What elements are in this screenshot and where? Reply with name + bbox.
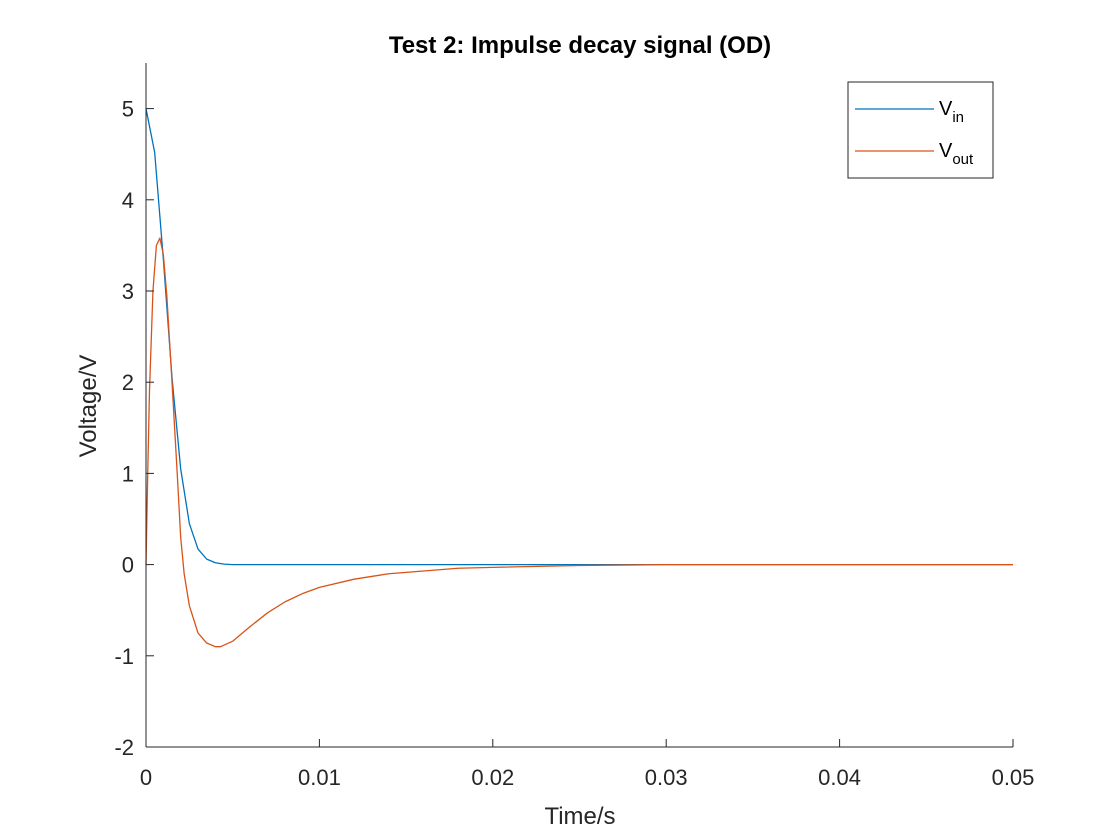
x-tick-label: 0.03 (645, 765, 688, 790)
y-tick-label: 0 (122, 553, 134, 578)
x-tick-label: 0.01 (298, 765, 341, 790)
legend-box (847, 81, 994, 179)
y-tick-label: 5 (122, 97, 134, 122)
axes-layer (145, 63, 1013, 748)
plot-area: 0 0.01 0.02 0.03 0.04 0.05 -2 -1 0 1 2 3 4 5 (114, 63, 1034, 790)
chart-title: Test 2: Impulse decay signal (OD) (389, 32, 771, 59)
y-tick-label: -1 (114, 644, 134, 669)
x-tick-label: 0.02 (471, 765, 514, 790)
ticks-layer: 0 0.01 0.02 0.03 0.04 0.05 -2 -1 0 1 2 3 4 5 (114, 97, 1034, 790)
y-tick-label: 1 (122, 461, 134, 486)
y-tick-label: 2 (122, 370, 134, 395)
y-tick-label: 4 (122, 188, 134, 213)
x-axis-label: Time/s (544, 803, 615, 830)
x-tick-label: 0.05 (992, 765, 1035, 790)
legend: Vin Vout (847, 81, 994, 179)
legend-entry-vin: Vin (855, 98, 964, 126)
legend-label-vin-main: V (939, 98, 953, 120)
y-axis-label: Voltage/V (75, 355, 102, 458)
series-layer (145, 108, 1013, 648)
series-line-out (145, 237, 1013, 648)
y-tick-label: 3 (122, 279, 134, 304)
x-tick-label: 0.04 (818, 765, 861, 790)
x-tick-label: 0 (140, 765, 152, 790)
legend-label-vout: Vout (939, 140, 974, 168)
legend-label-vin-subscript: in (952, 109, 964, 126)
y-tick-label: -2 (114, 735, 134, 760)
legend-entry-vout: Vout (855, 140, 974, 168)
legend-label-vin: Vin (939, 98, 964, 126)
legend-label-vout-subscript: out (952, 151, 974, 168)
legend-label-vout-main: V (939, 140, 953, 162)
